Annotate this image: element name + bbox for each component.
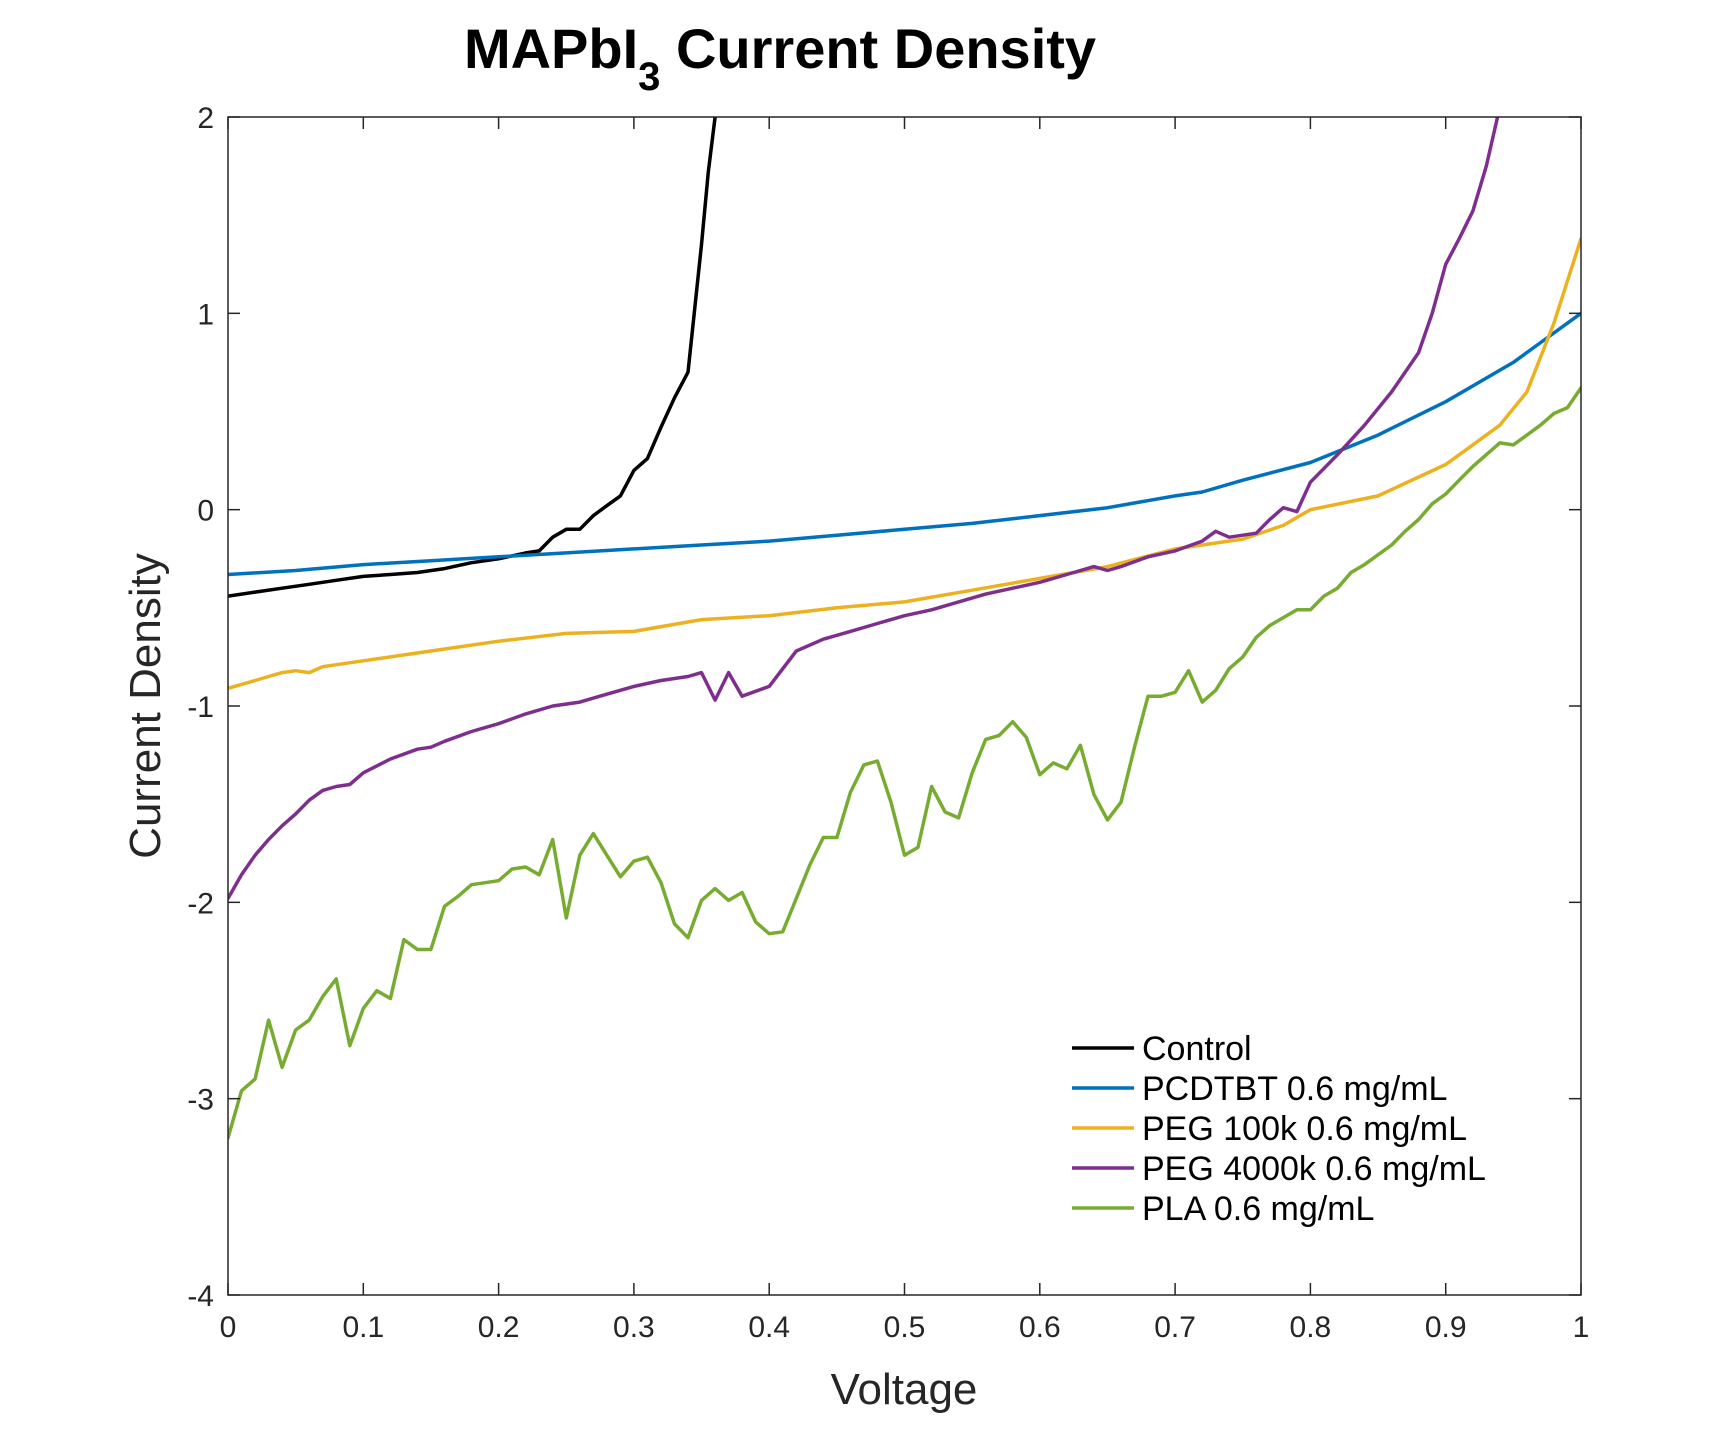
y-tick-label: -4 bbox=[187, 1280, 214, 1313]
series-line-3 bbox=[228, 117, 1500, 901]
y-tick-label: 1 bbox=[197, 298, 214, 331]
series-layer bbox=[228, 117, 1581, 1140]
x-tick-label: 0.9 bbox=[1425, 1311, 1467, 1344]
chart-title-main: MAPbI bbox=[464, 17, 638, 80]
x-tick-label: 0 bbox=[220, 1311, 237, 1344]
x-tick-label: 0.6 bbox=[1019, 1311, 1061, 1344]
x-tick-label: 0.3 bbox=[613, 1311, 655, 1344]
tick-layer: 0 0.1 0.2 0.3 0.4 0.5 0.6 0.7 0.8 0.9 1 -4 -3 -2 -1 0 1 2 bbox=[187, 102, 1589, 1344]
y-tick-label: -1 bbox=[187, 691, 214, 724]
series-line-2 bbox=[228, 236, 1581, 691]
y-tick-label: -2 bbox=[187, 887, 214, 920]
x-tick-label: 0.1 bbox=[342, 1311, 384, 1344]
x-tick-label: 0.4 bbox=[748, 1311, 790, 1344]
legend-label-2: PEG 100k 0.6 mg/mL bbox=[1142, 1110, 1467, 1148]
x-tick-label: 0.8 bbox=[1290, 1311, 1332, 1344]
y-tick-label: -3 bbox=[187, 1084, 214, 1117]
y-axis-label: Current Density bbox=[121, 553, 170, 859]
chart-title-subscript: 3 bbox=[638, 55, 660, 99]
chart-title-rest: Current Density bbox=[660, 17, 1096, 80]
legend-label-3: PEG 4000k 0.6 mg/mL bbox=[1142, 1150, 1486, 1188]
series-line-1 bbox=[228, 311, 1581, 577]
x-tick-label: 0.5 bbox=[884, 1311, 926, 1344]
y-tick-label: 2 bbox=[197, 102, 214, 135]
chart-title: MAPbI3 Current Density bbox=[464, 17, 1096, 99]
y-tick-label: 0 bbox=[197, 495, 214, 528]
x-tick-label: 0.2 bbox=[478, 1311, 520, 1344]
legend-label-1: PCDTBT 0.6 mg/mL bbox=[1142, 1070, 1447, 1108]
legend-label-4: PLA 0.6 mg/mL bbox=[1142, 1190, 1374, 1228]
x-tick-label: 1 bbox=[1573, 1311, 1590, 1344]
x-tick-label: 0.7 bbox=[1154, 1311, 1196, 1344]
series-line-4 bbox=[228, 386, 1581, 1140]
legend-label-0: Control bbox=[1142, 1030, 1252, 1068]
x-axis-label: Voltage bbox=[831, 1365, 978, 1414]
series-line-0 bbox=[228, 117, 718, 598]
